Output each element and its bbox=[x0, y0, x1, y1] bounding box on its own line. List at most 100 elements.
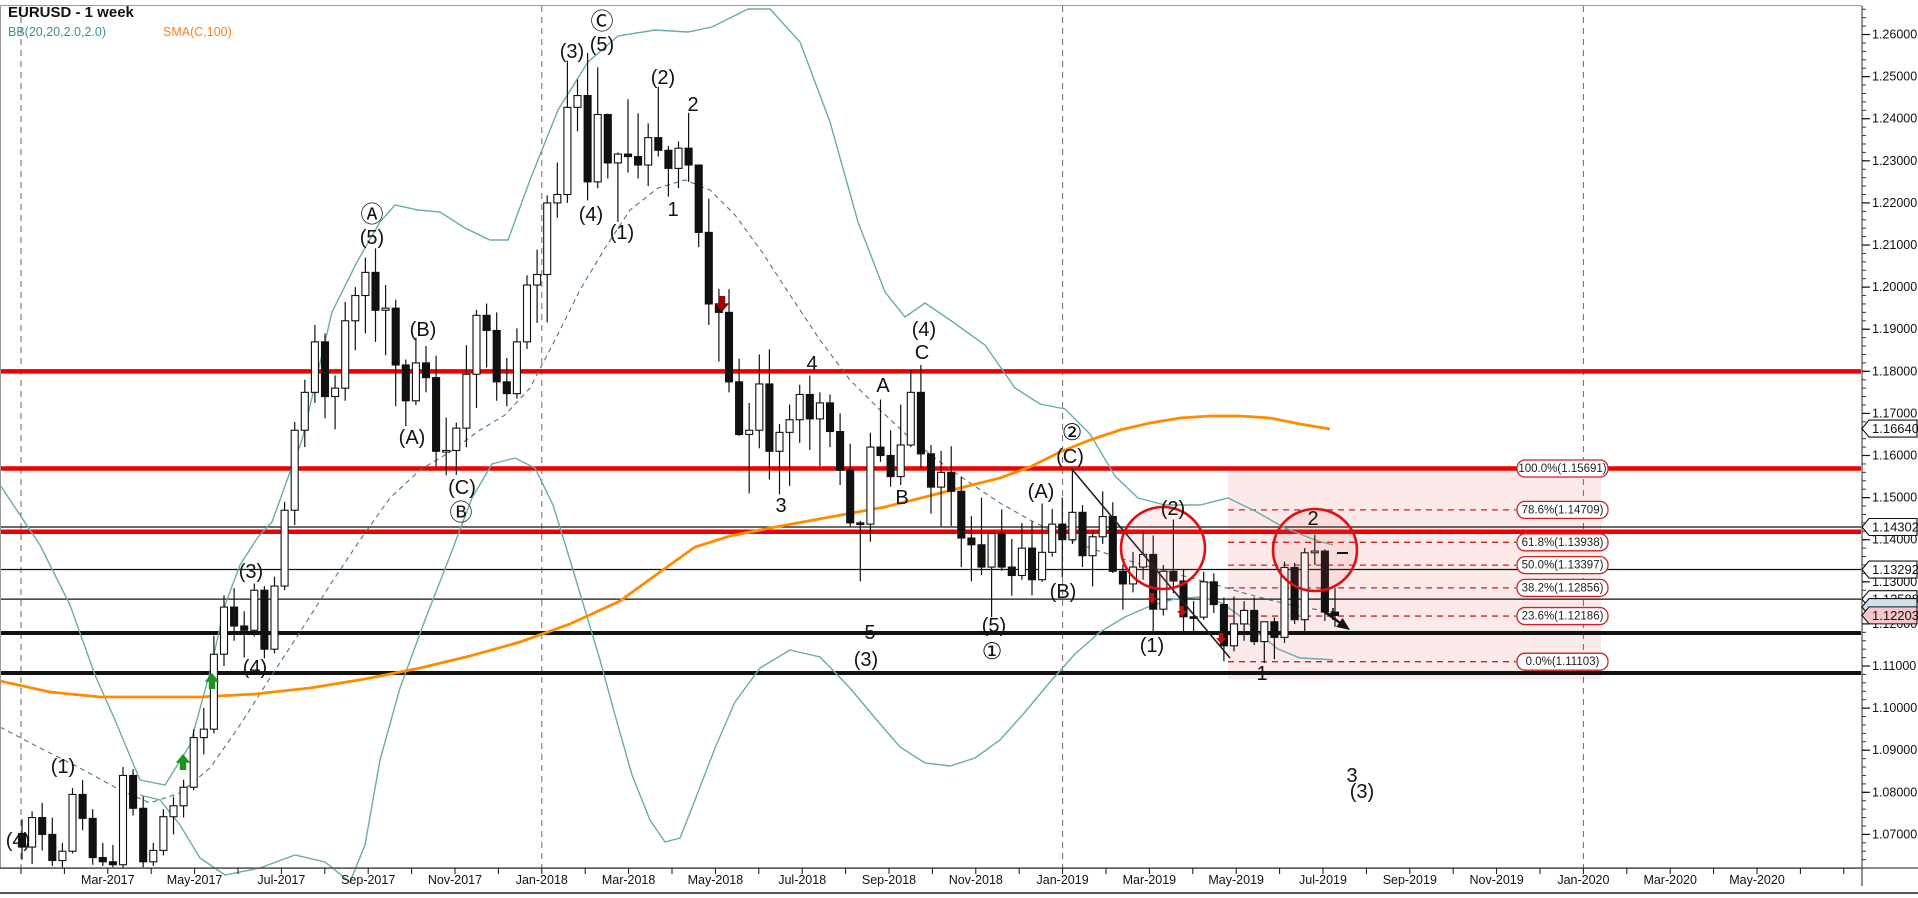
price-axis-label: 1.15000 bbox=[1872, 491, 1917, 505]
candle bbox=[331, 387, 340, 398]
wave-label: (3) bbox=[1350, 781, 1374, 803]
wave-label: ② bbox=[1062, 419, 1083, 445]
forecast-arrowhead bbox=[1336, 617, 1350, 630]
trendline bbox=[1070, 467, 1231, 659]
candle bbox=[926, 453, 936, 488]
time-axis: Mar-2017 May-2017 Jul-2017 Sep-2017 Nov-2017… bbox=[0, 867, 1918, 894]
candle bbox=[553, 193, 562, 204]
candle bbox=[421, 362, 431, 379]
bb-middle-band bbox=[0, 179, 1334, 804]
candle bbox=[98, 857, 107, 863]
candle bbox=[381, 307, 390, 311]
candle bbox=[159, 816, 168, 851]
candle bbox=[58, 850, 67, 862]
candle bbox=[704, 231, 713, 305]
time-axis-label: Mar-2020 bbox=[1643, 873, 1697, 887]
candle bbox=[674, 147, 683, 169]
candle bbox=[977, 544, 986, 568]
candle bbox=[1108, 516, 1117, 572]
candle bbox=[472, 314, 481, 375]
candle bbox=[876, 446, 885, 457]
candle bbox=[805, 393, 814, 420]
wave-label: 5 bbox=[864, 622, 875, 644]
time-axis-label: Nov-2017 bbox=[428, 873, 482, 887]
candle bbox=[361, 271, 370, 297]
candle bbox=[947, 471, 956, 492]
sell-arrow-icon bbox=[1177, 606, 1187, 617]
candle bbox=[118, 774, 128, 866]
candle bbox=[694, 164, 703, 233]
wave-label: (1) bbox=[610, 222, 634, 244]
time-axis-label: Nov-2019 bbox=[1469, 873, 1523, 887]
price-axis-label: 1.07000 bbox=[1872, 827, 1917, 841]
wave-label: (2) bbox=[1161, 498, 1185, 520]
time-axis-label: Sep-2017 bbox=[341, 873, 395, 887]
price-axis: 1.070001.080001.090001.100001.110001.120… bbox=[0, 5, 1917, 886]
candle bbox=[260, 589, 269, 650]
wave-label: Ⓐ bbox=[361, 201, 384, 227]
time-axis-label: Jan-2020 bbox=[1557, 873, 1609, 887]
wave-label: (4) bbox=[243, 657, 267, 679]
candle bbox=[603, 113, 612, 164]
candle bbox=[916, 391, 925, 455]
axis-marker-1.13292 bbox=[1861, 560, 1918, 579]
wave-label: (4) bbox=[6, 830, 30, 852]
price-axis-label: 1.10000 bbox=[1872, 701, 1917, 715]
candle bbox=[300, 391, 309, 431]
candle bbox=[139, 807, 148, 863]
wave-label: 3 bbox=[1346, 765, 1357, 787]
wave-labels: (4)(1)(3)(4)Ⓐ(5)(B)(A)(C)Ⓑ(3)Ⓒ(5)(4)(1)(… bbox=[6, 8, 1374, 852]
candle bbox=[1260, 621, 1269, 643]
price-axis-label: 1.18000 bbox=[1872, 364, 1917, 378]
candle bbox=[1118, 570, 1127, 585]
candle bbox=[543, 202, 552, 276]
candle bbox=[937, 471, 946, 488]
axis-marker-1.12203 bbox=[1861, 606, 1918, 625]
wave-label: (5) bbox=[590, 34, 614, 56]
fib-label-text: 38.2%(1.12856) bbox=[1522, 582, 1604, 594]
time-axis-label: Jul-2019 bbox=[1299, 873, 1347, 887]
candle bbox=[866, 446, 875, 525]
price-axis-label: 1.21000 bbox=[1872, 238, 1917, 252]
fib-label-text: 23.6%(1.12186) bbox=[1522, 611, 1604, 623]
candle bbox=[957, 490, 966, 539]
wave-label: (5) bbox=[360, 227, 384, 249]
fib-label-box bbox=[1516, 555, 1609, 575]
price-axis-label: 1.22000 bbox=[1872, 196, 1917, 210]
candle bbox=[906, 391, 915, 446]
candle bbox=[1149, 553, 1158, 610]
candle bbox=[512, 341, 521, 395]
time-axis-label: Jul-2018 bbox=[778, 873, 826, 887]
price-axis-label: 1.23000 bbox=[1872, 154, 1917, 168]
fib-label-text: 100.0%(1.15691) bbox=[1518, 463, 1606, 475]
fib-label-text: 0.0%(1.11103) bbox=[1526, 656, 1600, 668]
price-axis-label: 1.08000 bbox=[1872, 785, 1917, 799]
candle bbox=[593, 113, 602, 183]
candle bbox=[149, 849, 158, 863]
candlesticks bbox=[17, 53, 1340, 869]
candle bbox=[613, 153, 622, 164]
candle bbox=[1219, 603, 1228, 647]
candle bbox=[1229, 623, 1239, 647]
indicator-label-bollinger: BB(20,20,2.0,2.0) bbox=[8, 25, 106, 39]
candle bbox=[48, 833, 57, 862]
time-axis-label: Sep-2018 bbox=[862, 873, 916, 887]
candle bbox=[1078, 511, 1087, 557]
candle bbox=[1240, 609, 1249, 625]
price-axis-label: 1.17000 bbox=[1872, 406, 1917, 420]
fib-label-box bbox=[1516, 533, 1609, 552]
wave-label: A bbox=[876, 375, 890, 397]
candle bbox=[432, 377, 441, 452]
candle bbox=[1048, 523, 1057, 553]
price-axis-label: 1.19000 bbox=[1872, 322, 1917, 336]
candle bbox=[1300, 552, 1309, 621]
candle bbox=[967, 537, 976, 546]
chart-title: EURUSD - 1 week bbox=[8, 4, 134, 21]
highlight-circle bbox=[1271, 507, 1359, 593]
candle bbox=[371, 271, 380, 311]
candle bbox=[1209, 581, 1218, 606]
fib-label-box bbox=[1516, 606, 1609, 626]
candle bbox=[563, 106, 572, 196]
candle bbox=[785, 419, 794, 433]
